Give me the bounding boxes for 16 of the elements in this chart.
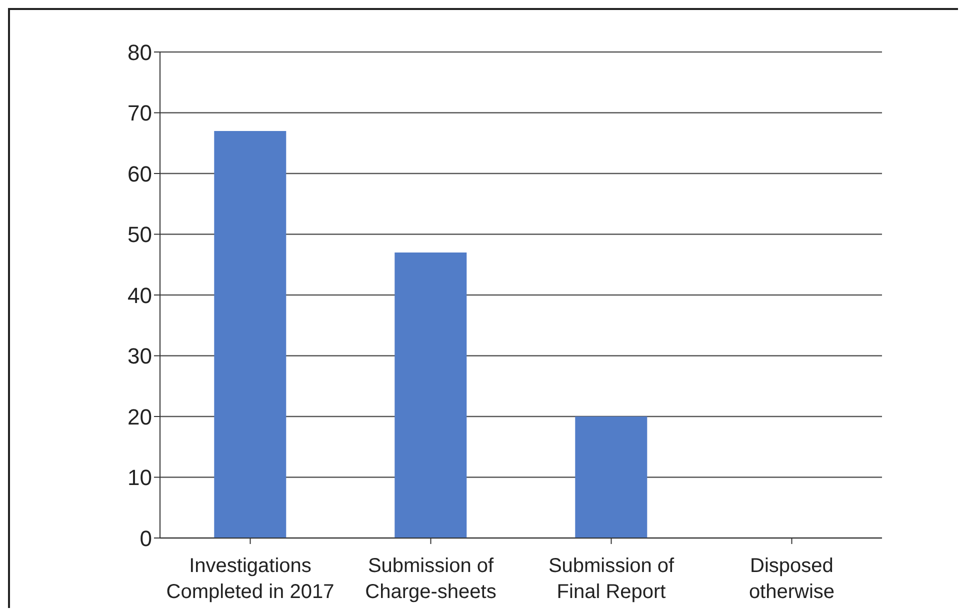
y-tick-label: 60 [128,161,152,186]
bar [214,130,286,538]
y-tick-label: 50 [128,222,152,248]
y-tick-label: 0 [140,526,152,551]
x-tick-label: Investigations Completed in 2017 [166,555,334,603]
y-tick-label: 10 [128,465,152,490]
y-tick-label: 40 [128,282,152,308]
y-tick-label: 80 [128,40,152,65]
bar [394,252,467,538]
y-tick-label: 30 [128,344,152,369]
x-tick-label: Disposed otherwise [748,555,835,603]
y-tick-label: 70 [128,100,152,126]
y-tick-label: 20 [128,404,152,430]
x-tick-label: Submission of Final Report [548,555,674,603]
bar [575,416,648,538]
x-tick-label: Submission of Charge-sheets [365,555,496,603]
